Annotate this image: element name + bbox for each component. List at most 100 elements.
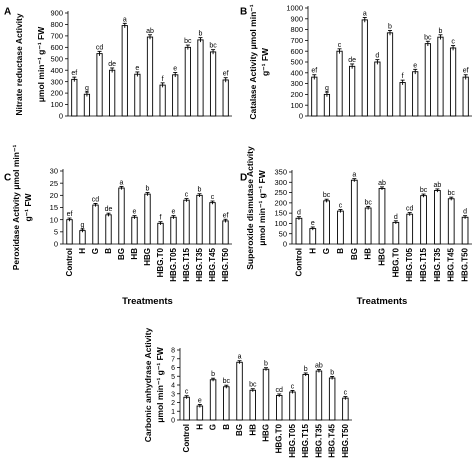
y-tick-label: 400 [50,66,63,75]
y-tick-label: 0 [171,418,175,425]
significance-label: e [198,397,202,404]
y-tick-label: 8 [171,348,175,355]
y-axis-label: Peroxidase Activity μmol min⁻¹ [11,145,21,271]
bar [196,405,204,421]
chart-panel-b: B Catalase Activity μmol min⁻¹ g⁻¹ FW 0 100 2… [240,4,472,121]
significance-label: de [105,206,113,213]
y-tick-label: 25 [50,179,58,188]
y-axis-label: Carbonic anhydrase Activity [143,327,153,442]
y-axis-label: μmol min⁻¹ g⁻¹ FW [36,26,46,103]
y-tick-label: 4 [171,383,175,390]
significance-label: d [394,214,398,221]
x-tick-label: HBG.T15 [182,247,191,281]
panel-letter-b: B [240,6,247,17]
bar [262,368,270,421]
y-tick-label: 5 [171,374,175,381]
bar [159,84,166,117]
significance-label: d [463,209,467,216]
bar [461,216,469,245]
bar [183,396,190,421]
bar [197,39,204,117]
y-tick-label: 10 [50,215,58,224]
significance-label: b [330,369,334,376]
significance-label: b [199,31,203,38]
x-tick-label: H [308,248,317,254]
significance-label: cd [96,44,104,51]
significance-label: g [325,85,329,92]
significance-label: bc [420,187,428,194]
bar [386,32,394,117]
significance-label: bc [249,382,257,389]
significance-label: c [185,389,189,396]
y-tick-label: 800 [290,25,303,34]
significance-label: d [375,53,379,60]
bar [209,202,216,245]
bar [184,46,191,117]
significance-label: f [160,215,162,222]
y-axis-label: μmol min⁻¹ g⁻¹ FW [155,346,165,423]
bar [196,194,203,245]
bar [222,79,229,117]
y-tick-label: 500 [50,54,63,63]
bar [276,395,283,421]
x-tick-label: HBG.T0 [275,423,284,453]
bar [449,47,457,117]
significance-label: c [185,192,189,199]
x-tick-label: G [209,424,218,430]
bar [434,190,441,245]
bar [223,386,230,421]
x-tick-label: HBG.T45 [208,247,217,281]
bar [412,71,419,117]
bar [323,200,330,245]
significance-label: g [85,85,89,92]
significance-label: ef [223,212,229,219]
bar [157,222,164,245]
y-tick-label: 350 [274,168,287,177]
x-tick-label: HBG [378,248,387,266]
y-tick-label: 500 [290,58,303,67]
significance-label: b [198,187,202,194]
significance-label: ef [311,68,317,75]
x-tick-label: HB [248,424,257,436]
significance-label: c [344,390,348,397]
significance-label: b [211,371,215,378]
y-tick-label: 200 [274,198,287,207]
significance-label: e [172,209,176,216]
bar [378,188,386,245]
significance-label: b [439,28,443,35]
bar [350,179,358,245]
y-tick-label: 15 [50,203,58,212]
bar [342,397,349,421]
x-tick-label: B [336,248,345,254]
significance-label: ef [67,211,73,218]
significance-label: a [352,172,356,179]
bar [337,210,344,245]
significance-label: bc [364,199,372,206]
y-tick-label: 300 [50,77,63,86]
y-tick-label: 30 [50,167,58,176]
significance-label: ab [378,180,386,187]
significance-label: cd [406,206,414,213]
bar [437,36,444,117]
y-tick-label: 5 [54,227,58,236]
significance-label: cd [276,387,284,394]
bar [209,51,217,117]
significance-label: f [402,73,404,80]
x-tick-label: HBG.T45 [328,423,337,457]
significance-label: de [348,57,356,64]
x-tick-label: H [78,248,87,254]
bar [105,214,112,245]
bar [309,228,317,245]
significance-label: bc [448,190,456,197]
bar [109,69,116,117]
x-tick-label: HBG.T35 [433,247,442,281]
y-tick-label: 200 [290,90,303,99]
y-tick-label: 100 [290,101,303,110]
bar [79,230,86,245]
bar [406,213,414,245]
x-tick-label: BG [235,424,244,436]
significance-label: ef [71,70,77,77]
y-tick-label: 900 [50,9,63,18]
y-axis-label: Catalase Activity μmol min⁻¹ [248,4,258,119]
